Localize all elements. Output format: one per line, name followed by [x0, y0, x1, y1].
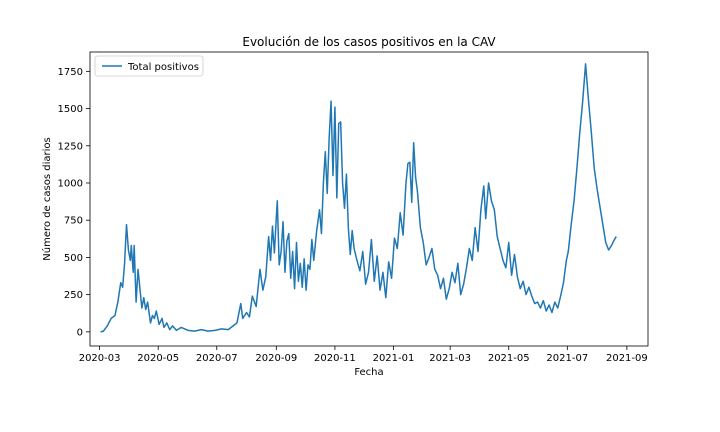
x-tick-label: 2021-03 — [429, 353, 471, 364]
x-tick-label: 2021-05 — [488, 353, 530, 364]
y-tick-label: 250 — [64, 290, 83, 301]
x-tick-label: 2020-05 — [137, 353, 179, 364]
plot-area — [100, 63, 617, 333]
axes-frame — [89, 51, 649, 347]
chart-title: Evolución de los casos positivos en la C… — [242, 35, 496, 49]
legend-label: Total positivos — [127, 62, 199, 73]
x-tick-label: 2020-09 — [255, 353, 297, 364]
y-tick-label: 1500 — [58, 104, 83, 115]
y-axis-label: Número de casos diarios — [41, 137, 53, 260]
y-tick-label: 500 — [64, 253, 83, 264]
x-axis-label: Fecha — [354, 367, 383, 378]
y-axis: 0 250 500 750 1000 1250 1500 1750 — [58, 67, 90, 338]
y-tick-label: 1750 — [58, 67, 83, 78]
legend: Total positivos — [94, 55, 204, 77]
x-tick-label: 2020-03 — [79, 353, 121, 364]
y-tick-label: 1000 — [58, 178, 83, 189]
x-tick-label: 2020-11 — [314, 353, 356, 364]
x-tick-label: 2020-07 — [196, 353, 238, 364]
x-tick-label: 2021-09 — [606, 353, 648, 364]
y-tick-label: 1250 — [58, 141, 83, 152]
x-tick-label: 2021-01 — [373, 353, 415, 364]
series-line-0 — [100, 63, 617, 333]
y-tick-label: 750 — [64, 216, 83, 227]
x-axis: 2020-03 2020-05 2020-07 2020-09 2020-11 2021-… — [79, 346, 648, 364]
legend-box — [94, 55, 204, 77]
y-tick-label: 0 — [77, 327, 83, 338]
x-tick-label: 2021-07 — [546, 353, 588, 364]
